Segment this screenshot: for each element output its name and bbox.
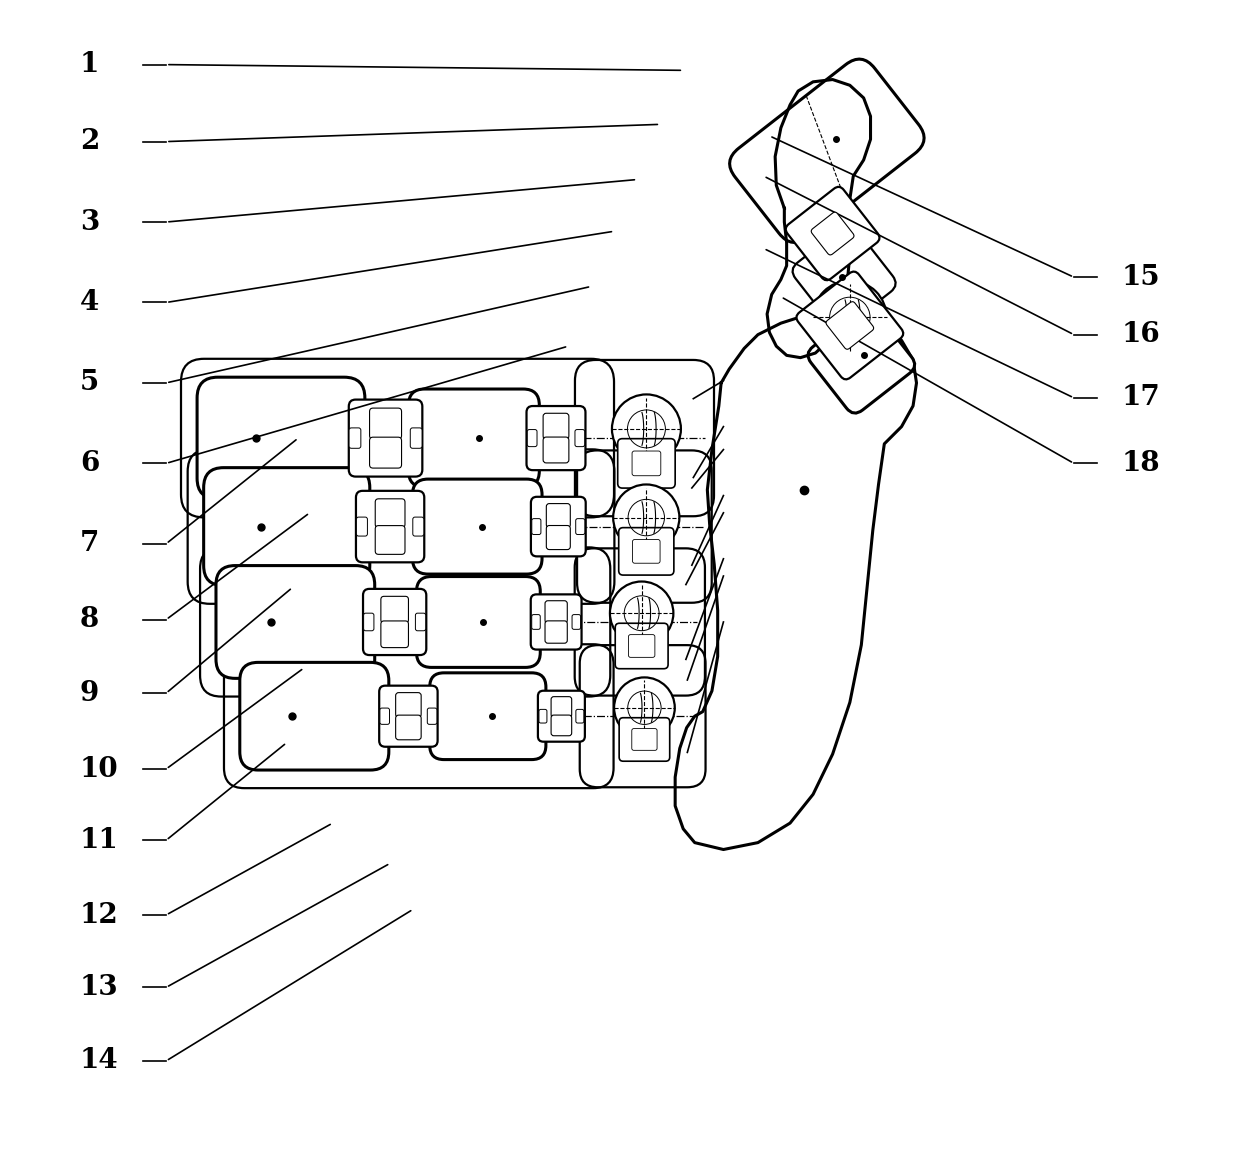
Text: 8: 8 — [79, 606, 99, 634]
FancyBboxPatch shape — [546, 600, 567, 623]
FancyBboxPatch shape — [538, 691, 585, 742]
FancyBboxPatch shape — [417, 576, 541, 667]
FancyBboxPatch shape — [575, 518, 585, 535]
FancyBboxPatch shape — [632, 728, 657, 750]
FancyBboxPatch shape — [575, 430, 585, 447]
FancyBboxPatch shape — [203, 468, 370, 585]
FancyBboxPatch shape — [350, 427, 361, 448]
FancyBboxPatch shape — [527, 430, 537, 447]
FancyBboxPatch shape — [396, 715, 422, 740]
FancyBboxPatch shape — [618, 439, 675, 488]
FancyBboxPatch shape — [546, 621, 567, 643]
Text: 6: 6 — [79, 450, 99, 477]
FancyBboxPatch shape — [410, 427, 422, 448]
FancyBboxPatch shape — [632, 452, 661, 476]
FancyBboxPatch shape — [239, 662, 389, 770]
FancyBboxPatch shape — [547, 525, 570, 550]
FancyBboxPatch shape — [551, 715, 572, 736]
FancyBboxPatch shape — [547, 503, 570, 528]
FancyBboxPatch shape — [792, 226, 895, 329]
FancyBboxPatch shape — [572, 615, 580, 629]
FancyBboxPatch shape — [808, 306, 915, 414]
FancyBboxPatch shape — [811, 212, 854, 255]
Text: 10: 10 — [79, 756, 119, 782]
Text: 14: 14 — [79, 1047, 119, 1075]
FancyBboxPatch shape — [376, 525, 405, 554]
FancyBboxPatch shape — [531, 497, 585, 556]
FancyBboxPatch shape — [428, 708, 436, 725]
FancyBboxPatch shape — [381, 621, 408, 647]
FancyBboxPatch shape — [376, 499, 405, 528]
FancyBboxPatch shape — [629, 635, 655, 658]
FancyBboxPatch shape — [413, 479, 542, 574]
FancyBboxPatch shape — [632, 539, 660, 563]
FancyBboxPatch shape — [543, 414, 569, 439]
Text: 12: 12 — [79, 902, 119, 929]
Circle shape — [614, 485, 680, 551]
FancyBboxPatch shape — [363, 613, 374, 631]
FancyBboxPatch shape — [619, 718, 670, 761]
Circle shape — [813, 281, 887, 354]
FancyBboxPatch shape — [363, 589, 427, 655]
Text: 3: 3 — [79, 209, 99, 235]
FancyBboxPatch shape — [615, 623, 668, 668]
FancyBboxPatch shape — [729, 59, 924, 242]
Text: 1: 1 — [79, 51, 99, 78]
Text: 17: 17 — [1121, 385, 1161, 411]
FancyBboxPatch shape — [543, 437, 569, 463]
FancyBboxPatch shape — [356, 517, 367, 536]
FancyBboxPatch shape — [532, 518, 541, 535]
FancyBboxPatch shape — [539, 710, 547, 723]
FancyBboxPatch shape — [396, 692, 422, 718]
Text: 5: 5 — [79, 370, 99, 396]
FancyBboxPatch shape — [532, 615, 541, 629]
Text: 7: 7 — [79, 530, 99, 558]
Text: 9: 9 — [79, 680, 99, 706]
FancyBboxPatch shape — [216, 566, 374, 679]
FancyBboxPatch shape — [381, 597, 408, 623]
FancyBboxPatch shape — [408, 389, 539, 487]
Circle shape — [613, 394, 681, 463]
Text: 4: 4 — [79, 289, 99, 316]
FancyBboxPatch shape — [415, 613, 425, 631]
FancyBboxPatch shape — [619, 528, 673, 575]
FancyBboxPatch shape — [197, 377, 365, 499]
FancyBboxPatch shape — [527, 406, 585, 470]
FancyBboxPatch shape — [413, 517, 424, 536]
FancyBboxPatch shape — [786, 187, 879, 280]
FancyBboxPatch shape — [356, 491, 424, 562]
Text: 2: 2 — [79, 128, 99, 156]
FancyBboxPatch shape — [348, 400, 423, 477]
FancyBboxPatch shape — [379, 708, 389, 725]
FancyBboxPatch shape — [575, 710, 584, 723]
FancyBboxPatch shape — [551, 697, 572, 718]
FancyBboxPatch shape — [796, 272, 903, 379]
FancyBboxPatch shape — [379, 685, 438, 746]
Text: 13: 13 — [79, 973, 119, 1001]
FancyBboxPatch shape — [430, 673, 546, 759]
FancyBboxPatch shape — [370, 408, 402, 439]
FancyBboxPatch shape — [826, 302, 874, 349]
Text: 15: 15 — [1121, 264, 1161, 290]
Circle shape — [610, 582, 673, 645]
FancyBboxPatch shape — [370, 437, 402, 468]
Text: 18: 18 — [1121, 450, 1161, 477]
Text: 16: 16 — [1121, 321, 1161, 348]
FancyBboxPatch shape — [531, 594, 582, 650]
Text: 11: 11 — [79, 827, 119, 854]
Circle shape — [614, 677, 675, 738]
